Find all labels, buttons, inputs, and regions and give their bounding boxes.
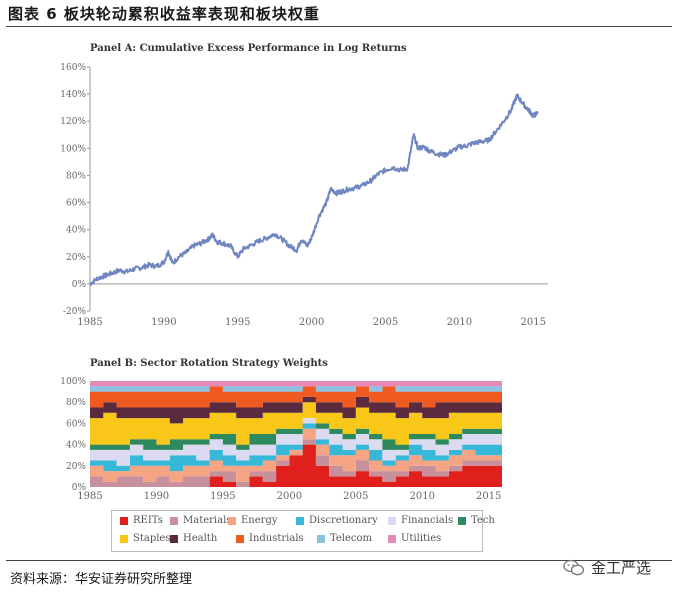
x-tick-label: 1990	[151, 317, 176, 328]
x-tick-label: 1985	[77, 317, 102, 328]
y-tick-label: 20%	[66, 462, 86, 472]
wechat-icon	[563, 559, 585, 575]
x-tick-label: 2015	[520, 317, 545, 328]
x-tick-label: 2005	[373, 317, 398, 328]
legend-item-reits: REITs	[120, 515, 163, 526]
y-tick-label: 120%	[60, 117, 86, 127]
legend-label: Telecom	[330, 533, 373, 544]
legend-label: Staples	[133, 533, 171, 544]
legend-swatch	[170, 534, 178, 543]
legend-swatch	[228, 516, 236, 525]
area-discretionary	[90, 423, 502, 472]
y-tick-label: 100%	[60, 377, 86, 387]
legend-item-financials: Financials	[388, 515, 453, 526]
legend-label: REITs	[133, 515, 163, 526]
legend-item-energy: Energy	[228, 515, 278, 526]
x-tick-label: 2000	[299, 317, 324, 328]
y-tick-label: 0%	[72, 280, 87, 290]
legend-label: Financials	[401, 515, 454, 526]
legend-label: Tech	[471, 515, 495, 526]
area-health	[90, 396, 502, 424]
x-tick-label: 1995	[210, 491, 235, 502]
legend-item-staples: Staples	[120, 533, 170, 544]
x-tick-label: 2000	[277, 491, 302, 502]
x-tick-label: 2010	[447, 317, 472, 328]
legend-label: Industrials	[249, 533, 304, 544]
bottom-divider	[6, 560, 672, 561]
legend-label: Health	[183, 533, 218, 544]
y-tick-label: 40%	[66, 441, 86, 451]
area-financials	[90, 418, 502, 466]
y-tick-label: 60%	[66, 199, 86, 209]
y-tick-label: 20%	[66, 253, 86, 263]
panel-a-chart: -20% 0% 20% 40% 60% 80% 100% 120% 140% 160% 1985 19…	[60, 63, 548, 328]
y-tick-label: 160%	[60, 63, 86, 73]
area-staples	[90, 402, 502, 445]
legend-item-industrials: Industrials	[236, 533, 304, 544]
legend-swatch	[458, 516, 466, 525]
area-utilities	[90, 381, 502, 387]
x-tick-label: 1985	[77, 491, 102, 502]
top-divider	[6, 26, 672, 27]
area-telecom	[90, 386, 502, 392]
legend-item-discretionary: Discretionary	[296, 515, 378, 526]
y-tick-label: 80%	[66, 398, 86, 408]
cumulative-return-line	[89, 93, 539, 286]
legend-label: Materials	[183, 515, 232, 526]
legend-swatch	[120, 534, 128, 543]
legend-swatch	[388, 534, 396, 543]
legend-item-tech: Tech	[458, 515, 495, 526]
y-tick-label: 60%	[66, 419, 86, 429]
y-tick-label: -20%	[63, 307, 86, 317]
legend-item-materials: Materials	[170, 515, 231, 526]
legend: REITs Materials Energy Discretionary Financi…	[111, 510, 495, 552]
y-tick-label: 100%	[60, 144, 86, 154]
panel-a-title: Panel A: Cumulative Excess Performance i…	[90, 43, 407, 54]
panel-b-title: Panel B: Sector Rotation Strategy Weight…	[90, 358, 328, 369]
legend-label: Discretionary	[309, 515, 378, 526]
area-materials	[90, 439, 502, 487]
x-tick-label: 2010	[410, 491, 435, 502]
x-tick-label: 2005	[343, 491, 368, 502]
y-tick-label: 40%	[66, 226, 86, 236]
source-note: 资料来源：华安证券研究所整理	[10, 572, 193, 587]
y-tick-label: 80%	[66, 171, 86, 181]
legend-label: Energy	[241, 515, 278, 526]
legend-label: Utilities	[401, 533, 442, 544]
y-tick-label: 0%	[72, 483, 87, 493]
x-tick-label: 1990	[144, 491, 169, 502]
area-industrials	[90, 386, 502, 408]
y-tick-label: 140%	[60, 90, 86, 100]
panel-b-chart: 0% 20% 40% 60% 80% 100% 1985 1990 1995 2000 2005 20…	[60, 377, 502, 502]
legend-item-health: Health	[170, 533, 217, 544]
x-tick-label: 1995	[225, 317, 250, 328]
legend-swatch	[317, 534, 325, 543]
legend-item-utilities: Utilities	[388, 533, 441, 544]
area-energy	[90, 428, 502, 482]
watermark-text: 金工严选	[591, 559, 652, 577]
legend-swatch	[388, 516, 396, 525]
legend-swatch	[120, 516, 128, 525]
legend-swatch	[236, 534, 244, 543]
figure-title: 图表 6 板块轮动累积收益率表现和板块权重	[8, 5, 320, 23]
legend-swatch	[170, 516, 178, 525]
x-tick-label: 2015	[476, 491, 501, 502]
area-tech	[90, 418, 502, 450]
watermark-logo: 金工严选	[563, 557, 651, 578]
legend-swatch	[296, 516, 304, 525]
legend-item-telecom: Telecom	[317, 533, 372, 544]
